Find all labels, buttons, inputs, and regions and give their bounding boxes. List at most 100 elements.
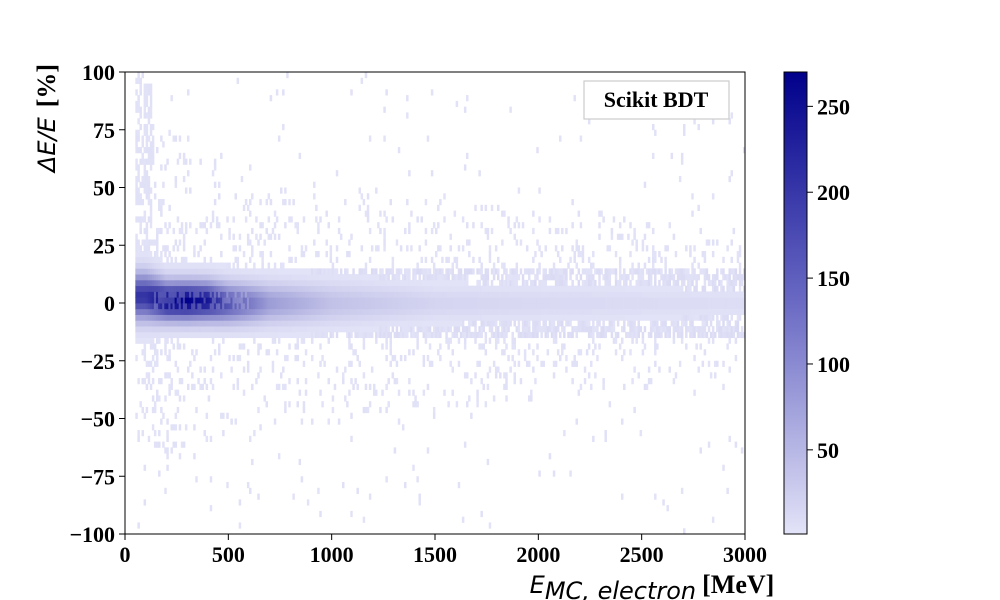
- heatmap-cell: [445, 297, 448, 304]
- heatmap-cell: [358, 291, 361, 298]
- heatmap-cell: [480, 343, 483, 350]
- heatmap-cell: [375, 326, 378, 333]
- heatmap-cell: [149, 291, 153, 298]
- heatmap-cell: [499, 331, 502, 339]
- heatmap-cell: [311, 303, 314, 310]
- heatmap-cell: [466, 291, 469, 298]
- heatmap-cell: [300, 245, 304, 252]
- heatmap-cell: [511, 337, 514, 344]
- heatmap-cell: [647, 279, 651, 287]
- heatmap-cell: [263, 239, 266, 246]
- heatmap-cell: [408, 285, 411, 292]
- heatmap-cell: [695, 308, 698, 315]
- heatmap-cell: [201, 279, 204, 287]
- heatmap-cell: [226, 279, 229, 287]
- heatmap-cell: [222, 320, 225, 327]
- heatmap-cell: [141, 141, 144, 148]
- heatmap-cell: [691, 274, 694, 281]
- heatmap-cell: [162, 314, 165, 321]
- heatmap-cell: [612, 297, 616, 304]
- heatmap-cell: [176, 406, 180, 414]
- heatmap-cell: [594, 303, 597, 310]
- heatmap-cell: [259, 343, 262, 350]
- heatmap-cell: [544, 274, 547, 281]
- heatmap-cell: [315, 314, 318, 321]
- heatmap-cell: [267, 320, 271, 327]
- heatmap-cell: [399, 308, 403, 315]
- heatmap-cell: [288, 297, 291, 304]
- heatmap-cell: [722, 331, 725, 339]
- heatmap-cell: [294, 297, 297, 304]
- heatmap-cell: [412, 349, 415, 356]
- heatmap-cell: [135, 308, 138, 315]
- heatmap-cell: [577, 314, 581, 321]
- heatmap-cell: [443, 285, 446, 292]
- heatmap-cell: [618, 308, 622, 315]
- heatmap-cell: [364, 285, 368, 292]
- heatmap-cell: [616, 233, 620, 240]
- heatmap-cell: [497, 366, 500, 373]
- heatmap-cell: [414, 303, 417, 310]
- heatmap-cell: [614, 349, 618, 356]
- heatmap-cell: [445, 337, 448, 344]
- heatmap-cell: [426, 354, 430, 362]
- heatmap-cell: [598, 222, 601, 229]
- heatmap-cell: [368, 401, 372, 408]
- heatmap-cell: [734, 303, 738, 310]
- heatmap-cell: [678, 285, 682, 292]
- heatmap-cell: [286, 303, 289, 310]
- heatmap-cell: [174, 291, 178, 298]
- y-tick-label: 0: [104, 291, 115, 316]
- heatmap-cell: [187, 279, 190, 287]
- heatmap-cell: [656, 297, 659, 304]
- heatmap-cell: [614, 285, 618, 292]
- heatmap-cell: [213, 285, 217, 292]
- heatmap-cell: [550, 285, 554, 292]
- heatmap-cell: [680, 268, 684, 275]
- heatmap-cell: [304, 297, 308, 304]
- heatmap-cell: [424, 314, 428, 321]
- heatmap-cell: [641, 303, 645, 310]
- heatmap-cell: [240, 279, 244, 287]
- heatmap-cell: [680, 308, 684, 315]
- heatmap-cell: [197, 251, 200, 258]
- heatmap-cell: [575, 274, 578, 281]
- heatmap-cell: [335, 170, 339, 177]
- heatmap-cell: [232, 326, 235, 333]
- heatmap-cell: [143, 499, 147, 506]
- heatmap-cell: [249, 435, 252, 442]
- heatmap-cell: [561, 297, 564, 304]
- heatmap-cell: [284, 320, 287, 327]
- heatmap-cell: [302, 303, 306, 310]
- heatmap-cell: [211, 268, 215, 275]
- heatmap-cell: [197, 262, 200, 269]
- heatmap-cell: [439, 279, 442, 287]
- heatmap-cell: [637, 372, 640, 379]
- heatmap-cell: [455, 285, 459, 292]
- heatmap-cell: [153, 441, 157, 448]
- heatmap-cell: [424, 297, 428, 304]
- heatmap-cell: [286, 314, 289, 321]
- heatmap-cell: [569, 285, 572, 292]
- heatmap-cell: [422, 354, 426, 362]
- heatmap-cell: [598, 279, 601, 287]
- heatmap-cell: [137, 326, 140, 333]
- heatmap-cell: [559, 285, 562, 292]
- heatmap-cell: [368, 326, 372, 333]
- heatmap-cell: [565, 354, 568, 362]
- heatmap-cell: [480, 510, 483, 518]
- heatmap-cell: [521, 320, 525, 327]
- heatmap-cell: [623, 216, 626, 223]
- heatmap-cell: [410, 303, 413, 310]
- heatmap-cell: [689, 303, 692, 310]
- heatmap-cell: [166, 227, 169, 235]
- heatmap-cell: [187, 291, 190, 298]
- heatmap-cell: [346, 314, 349, 321]
- heatmap-cell: [234, 268, 237, 275]
- heatmap-cell: [160, 308, 163, 315]
- heatmap-cell: [269, 279, 273, 287]
- heatmap-cell: [292, 314, 295, 321]
- heatmap-cell: [356, 326, 359, 333]
- heatmap-cell: [145, 406, 149, 414]
- heatmap-cell: [199, 274, 202, 281]
